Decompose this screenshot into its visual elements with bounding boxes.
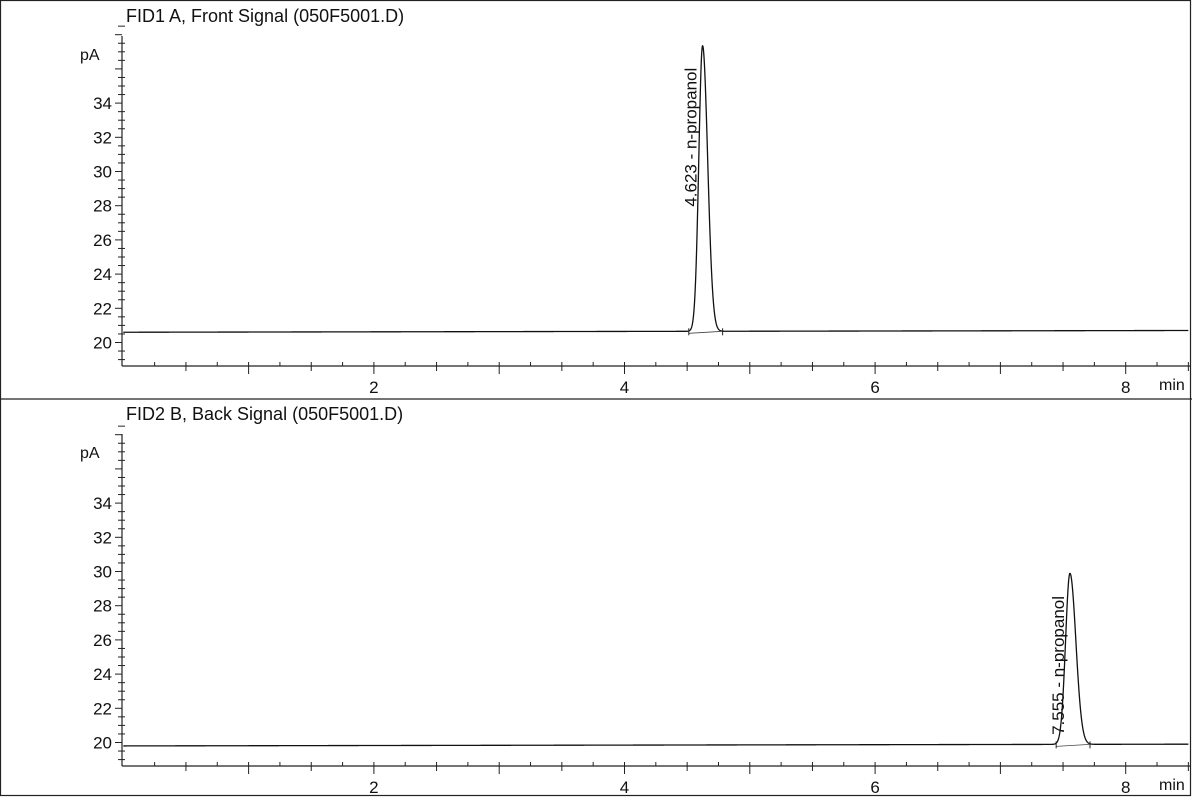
peak-baseline — [688, 330, 723, 334]
y-tick-label: 24 — [93, 665, 112, 684]
y-unit-label: pA — [80, 445, 100, 462]
x-tick-label: 6 — [870, 378, 879, 397]
y-tick-label: 26 — [93, 631, 112, 650]
y-tick-label: 22 — [93, 699, 112, 718]
signal-trace — [122, 45, 1189, 333]
y-tick-label: 28 — [93, 597, 112, 616]
x-ticks: 2 4 6 8 — [154, 362, 1189, 397]
x-tick-label: 4 — [620, 378, 629, 397]
panel-title: FID1 A, Front Signal (050F5001.D) — [126, 6, 404, 26]
signal-line — [122, 45, 1189, 333]
y-tick-label: 20 — [93, 334, 112, 353]
x-tick-label: 2 — [369, 378, 378, 397]
y-tick-label: 32 — [93, 128, 112, 147]
y-tick-label: 26 — [93, 231, 112, 250]
x-unit-label: min — [1159, 777, 1185, 794]
y-tick-label: 22 — [93, 299, 112, 318]
y-ticks: 20 22 24 26 28 30 32 34 — [93, 425, 125, 761]
y-tick-label: 20 — [93, 734, 112, 753]
peak-annotations: 7.555 - n-propanol — [1049, 596, 1091, 749]
y-tick-label: 34 — [93, 494, 112, 513]
x-tick-label: 2 — [369, 778, 378, 797]
y-tick-label: 30 — [93, 563, 112, 582]
y-tick-label: 30 — [93, 163, 112, 182]
x-ticks: 2 4 6 8 — [154, 762, 1189, 797]
x-tick-label: 6 — [870, 778, 879, 797]
y-unit-label: pA — [80, 47, 100, 64]
y-tick-label: 34 — [93, 94, 112, 113]
panel-fid2: FID2 B, Back Signal (050F5001.D) pA min … — [80, 404, 1190, 797]
y-tick-label: 24 — [93, 265, 112, 284]
x-tick-label: 8 — [1121, 778, 1130, 797]
y-tick-label: 32 — [93, 528, 112, 547]
peak-annotations: 4.623 - n-propanol — [682, 68, 724, 336]
peak-label: 4.623 - n-propanol — [682, 68, 701, 207]
x-tick-label: 8 — [1121, 378, 1130, 397]
peak-label: 7.555 - n-propanol — [1049, 596, 1068, 735]
signal-line — [122, 572, 1189, 747]
signal-trace — [122, 572, 1189, 747]
peak-baseline — [1056, 743, 1091, 747]
panel-title: FID2 B, Back Signal (050F5001.D) — [126, 404, 403, 424]
y-tick-label: 28 — [93, 197, 112, 216]
y-ticks: 20 22 24 26 28 30 32 34 — [93, 25, 125, 361]
panel-fid1: FID1 A, Front Signal (050F5001.D) pA min… — [80, 6, 1190, 397]
x-tick-label: 4 — [620, 778, 629, 797]
x-unit-label: min — [1159, 377, 1185, 394]
